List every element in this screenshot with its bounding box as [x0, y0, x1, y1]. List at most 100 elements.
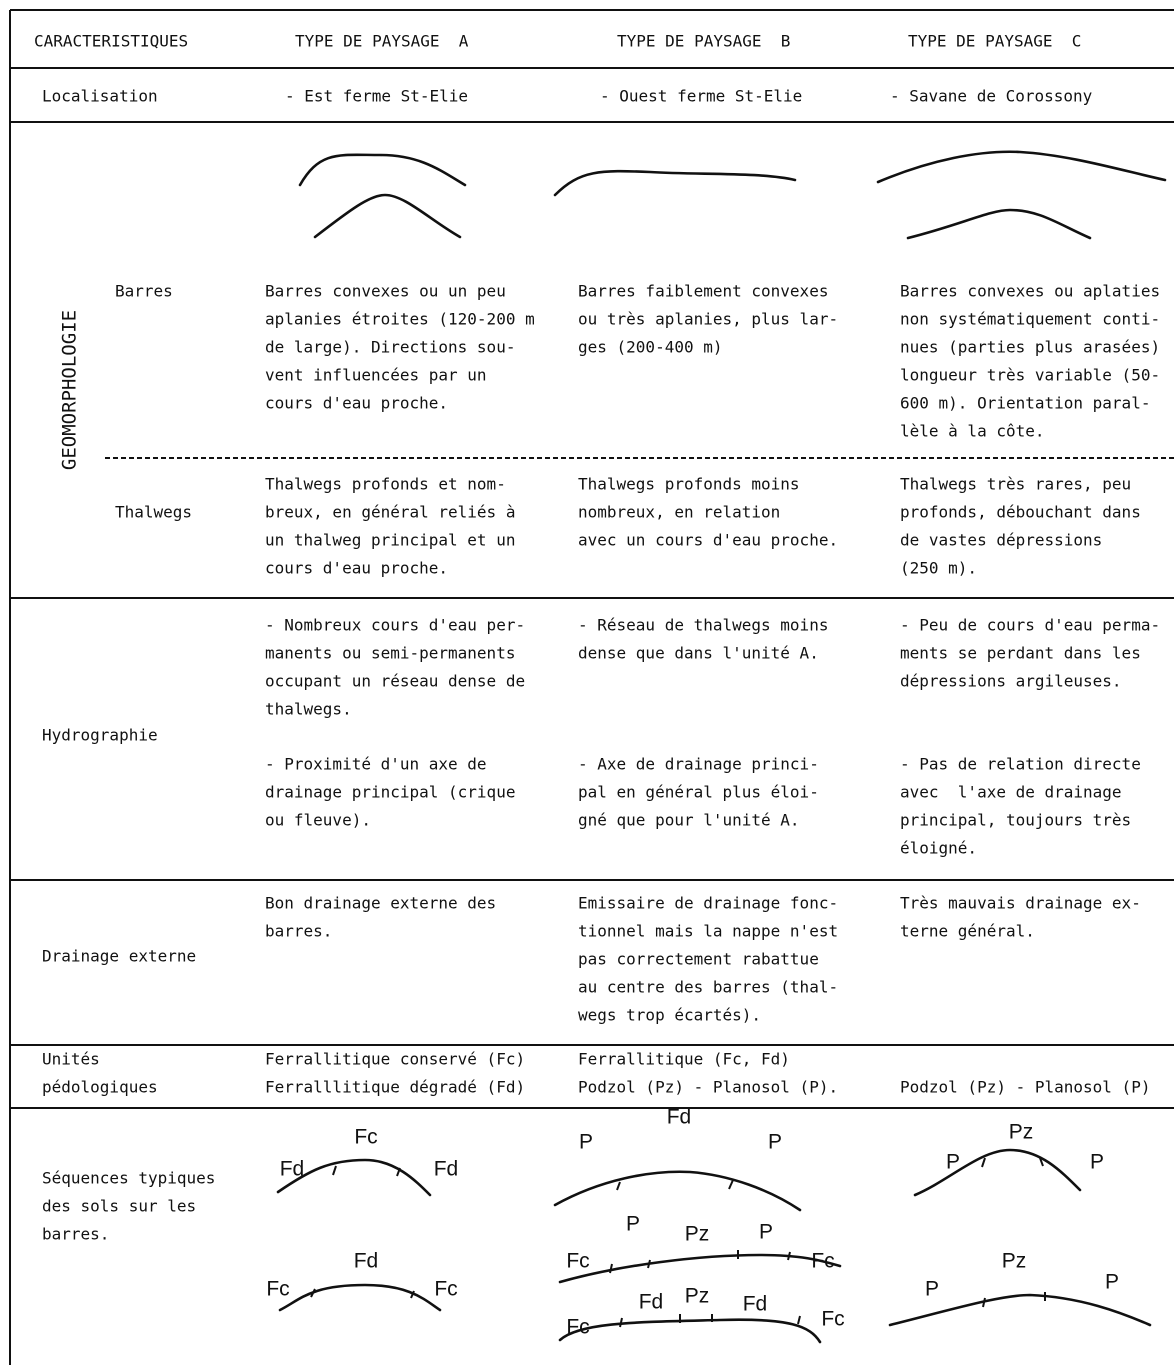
soil-label: Fd [280, 1158, 305, 1181]
profile-drawings [276, 150, 1167, 1344]
cell-text: avec l'axe de drainage [900, 783, 1122, 802]
soil-label: Fd [667, 1106, 692, 1129]
cell-text: ou très aplanies, plus lar- [578, 310, 838, 329]
soil-label: P [1090, 1151, 1104, 1174]
cell-text: de vastes dépressions [900, 531, 1102, 550]
cell-text: au centre des barres (thal- [578, 978, 838, 997]
cell-text: - Nombreux cours d'eau per- [265, 616, 525, 635]
cell-text: Ferrallitique conservé (Fc) [265, 1050, 525, 1069]
cell-text: - Savane de Corossony [890, 87, 1093, 106]
column-header: CARACTERISTIQUES [34, 32, 188, 51]
soil-label: P [946, 1151, 960, 1174]
soil-label: Fc [266, 1278, 289, 1301]
soil-label: Pz [685, 1285, 710, 1308]
cell-text: - Peu de cours d'eau perma- [900, 616, 1160, 635]
soil-label: Pz [685, 1223, 710, 1246]
cell-text: wegs trop écartés). [578, 1006, 761, 1025]
cell-text: nues (parties plus arasées) [900, 338, 1160, 357]
cell-text: Barres convexes ou un peu [265, 282, 506, 301]
cell-text: dépressions argileuses. [900, 672, 1122, 691]
cell-text: Très mauvais drainage ex- [900, 894, 1141, 913]
cell-text: occupant un réseau dense de [265, 672, 525, 691]
cell-text: drainage principal (crique [265, 783, 515, 802]
soil-label: Fd [639, 1291, 664, 1314]
cell-text: breux, en général reliés à [265, 503, 515, 522]
soil-label: P [1105, 1271, 1119, 1294]
cell-text: - Est ferme St-Elie [285, 87, 468, 106]
cell-text: éloigné. [900, 839, 977, 858]
row-label: barres. [42, 1225, 109, 1244]
row-label: Unités [42, 1050, 100, 1069]
cell-text: terne général. [900, 922, 1035, 941]
soil-label: Fc [566, 1250, 589, 1273]
cell-text: cours d'eau proche. [265, 394, 448, 413]
row-label: Séquences typiques [42, 1169, 215, 1188]
soil-label: Fd [434, 1158, 459, 1181]
cell-text: ou fleuve). [265, 811, 371, 830]
cell-text: gné que pour l'unité A. [578, 811, 800, 830]
table-text: CARACTERISTIQUES TYPE DE PAYSAGE A TYPE DE… [34, 32, 1160, 1339]
cell-text: 600 m). Orientation paral- [900, 394, 1150, 413]
cell-text: (250 m). [900, 559, 977, 578]
soil-label: Pz [1009, 1121, 1034, 1144]
cell-text: - Ouest ferme St-Elie [600, 87, 802, 106]
cell-text: non systématiquement conti- [900, 310, 1160, 329]
table-rules [9, 9, 1174, 1365]
cell-text: vent influencées par un [265, 366, 487, 385]
cell-text: ments se perdant dans les [900, 644, 1141, 663]
row-label: Localisation [42, 87, 158, 106]
soil-label: Fc [566, 1316, 589, 1339]
cell-text: barres. [265, 922, 332, 941]
soil-label: P [925, 1278, 939, 1301]
cell-text: un thalweg principal et un [265, 531, 515, 550]
column-header: TYPE DE PAYSAGE C [908, 32, 1081, 51]
cell-text: pas correctement rabattue [578, 950, 819, 969]
cell-text: profonds, débouchant dans [900, 503, 1141, 522]
cell-text: - Pas de relation directe [900, 755, 1141, 774]
cell-text: Podzol (Pz) - Planosol (P) [900, 1078, 1150, 1097]
cell-text: dense que dans l'unité A. [578, 644, 819, 663]
soil-label: Fd [354, 1250, 379, 1273]
row-label: Barres [115, 282, 173, 301]
soil-label: Fc [354, 1126, 377, 1149]
cell-text: Barres faiblement convexes [578, 282, 828, 301]
cell-text: Thalwegs très rares, peu [900, 475, 1131, 494]
cell-text: Barres convexes ou aplaties [900, 282, 1160, 301]
cell-text: manents ou semi-permanents [265, 644, 515, 663]
cell-text: Ferralllitique dégradé (Fd) [265, 1078, 525, 1097]
soil-label: P [768, 1131, 782, 1154]
cell-text: tionnel mais la nappe n'est [578, 922, 838, 941]
soil-label: Fc [434, 1278, 457, 1301]
cell-text: Emissaire de drainage fonc- [578, 894, 838, 913]
soil-label: Fc [811, 1250, 834, 1273]
soil-label: Fc [821, 1308, 844, 1331]
soil-label: P [579, 1131, 593, 1154]
cell-text: aplanies étroites (120-200 m [265, 310, 535, 329]
row-label: des sols sur les [42, 1197, 196, 1216]
cell-text: longueur très variable (50- [900, 366, 1160, 385]
soil-label: Pz [1002, 1250, 1027, 1273]
row-label: pédologiques [42, 1078, 158, 1097]
row-label: Hydrographie [42, 726, 158, 745]
row-label: Drainage externe [42, 947, 196, 966]
cell-text: lèle à la côte. [900, 422, 1045, 441]
soil-label: P [759, 1221, 773, 1244]
column-header: TYPE DE PAYSAGE B [617, 32, 790, 51]
cell-text: - Proximité d'un axe de [265, 755, 487, 774]
cell-text: ges (200-400 m) [578, 338, 723, 357]
cell-text: pal en général plus éloi- [578, 783, 819, 802]
cell-text: cours d'eau proche. [265, 559, 448, 578]
cell-text: de large). Directions sou- [265, 338, 515, 357]
row-label: Thalwegs [115, 503, 192, 522]
cell-text: Ferrallitique (Fc, Fd) [578, 1050, 790, 1069]
cell-text: Bon drainage externe des [265, 894, 496, 913]
cell-text: avec un cours d'eau proche. [578, 531, 838, 550]
column-header: TYPE DE PAYSAGE A [295, 32, 469, 51]
soil-label: P [626, 1213, 640, 1236]
cell-text: Podzol (Pz) - Planosol (P). [578, 1078, 838, 1097]
cell-text: Thalwegs profonds et nom- [265, 475, 506, 494]
cell-text: principal, toujours très [900, 811, 1131, 830]
section-label: GEOMORPHOLOGIE [59, 310, 81, 470]
cell-text: - Axe de drainage princi- [578, 755, 819, 774]
